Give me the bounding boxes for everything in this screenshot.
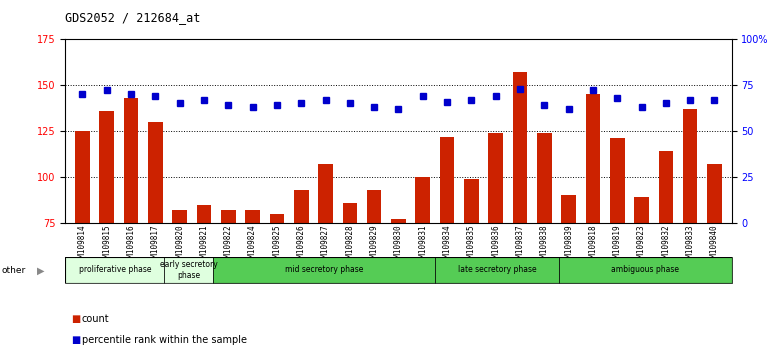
Bar [513,72,527,223]
Bar [416,177,430,223]
Bar [148,122,162,223]
Bar [221,210,236,223]
Text: other: other [2,266,25,275]
Text: mid secretory phase: mid secretory phase [285,266,363,274]
Bar [65,257,164,283]
Bar [436,257,559,283]
Bar [559,257,732,283]
Bar [270,214,284,223]
Bar [634,197,649,223]
Text: ■: ■ [71,335,80,345]
Bar [246,210,260,223]
Text: ■: ■ [71,314,80,324]
Text: late secretory phase: late secretory phase [458,266,537,274]
Bar [343,203,357,223]
Bar [75,131,90,223]
Text: ▶: ▶ [37,266,45,276]
Bar [367,190,381,223]
Text: percentile rank within the sample: percentile rank within the sample [82,335,246,345]
Bar [164,257,213,283]
Text: ambiguous phase: ambiguous phase [611,266,679,274]
Bar [683,109,698,223]
Bar [464,179,479,223]
Bar [610,138,624,223]
Bar [65,257,732,283]
Bar [196,205,211,223]
Bar [318,164,333,223]
Bar [294,190,309,223]
Bar [124,98,139,223]
Bar [391,219,406,223]
Bar [586,94,601,223]
Bar [440,137,454,223]
Bar [658,151,673,223]
Bar [707,164,721,223]
Bar [561,195,576,223]
Text: count: count [82,314,109,324]
Text: proliferative phase: proliferative phase [79,266,151,274]
Text: GDS2052 / 212684_at: GDS2052 / 212684_at [65,11,201,24]
Bar [213,257,436,283]
Bar [488,133,503,223]
Text: early secretory
phase: early secretory phase [160,260,218,280]
Bar [172,210,187,223]
Bar [537,133,551,223]
Bar [99,111,114,223]
